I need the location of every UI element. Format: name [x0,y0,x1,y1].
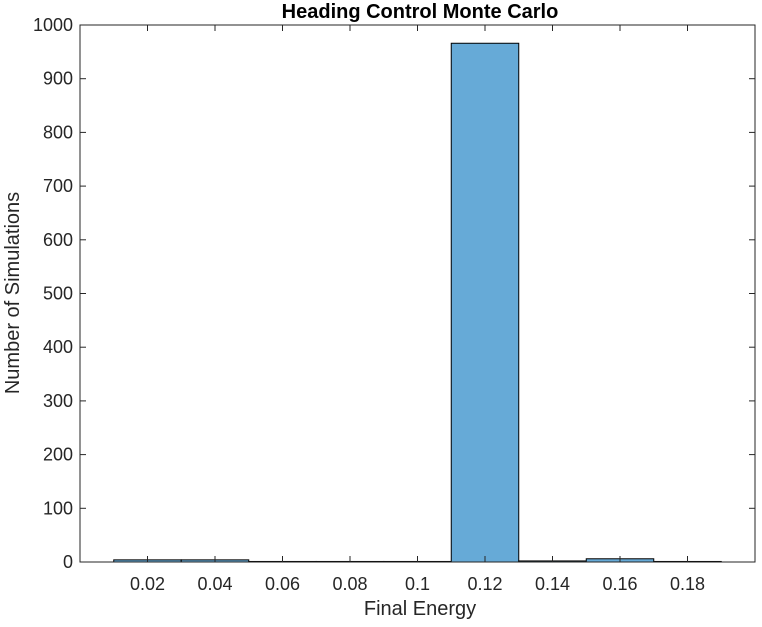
x-tick-label: 0.12 [467,574,502,594]
y-tick-label: 0 [63,552,73,572]
y-tick-label: 300 [43,391,73,411]
plot-frame [79,24,756,563]
x-tick-label: 0.14 [535,574,570,594]
y-tick-label: 900 [43,69,73,89]
ticks-group: 0.02 0.04 0.06 0.08 0.1 0.12 0.14 0.16 0.18 0 100 2… [33,15,755,594]
y-tick-label: 800 [43,122,73,142]
x-tick-label: 0.02 [130,574,165,594]
y-tick-label: 600 [43,230,73,250]
x-tick-label: 0.1 [405,574,430,594]
x-tick-label: 0.18 [670,574,705,594]
y-tick-label: 1000 [33,15,73,35]
y-tick-label: 700 [43,176,73,196]
y-tick-label: 100 [43,498,73,518]
bars-group [113,42,722,563]
chart-title: Heading Control Monte Carlo [282,1,559,23]
x-tick-label: 0.04 [197,574,232,594]
x-tick-label: 0.06 [265,574,300,594]
y-tick-label: 500 [43,284,73,304]
y-tick-label: 200 [43,445,73,465]
y-axis-label: Number of Simulations [2,192,24,394]
histogram-bar [450,42,520,563]
x-axis-label: Final Energy [364,598,476,620]
y-tick-label: 400 [43,337,73,357]
x-tick-label: 0.08 [332,574,367,594]
x-tick-label: 0.16 [602,574,637,594]
